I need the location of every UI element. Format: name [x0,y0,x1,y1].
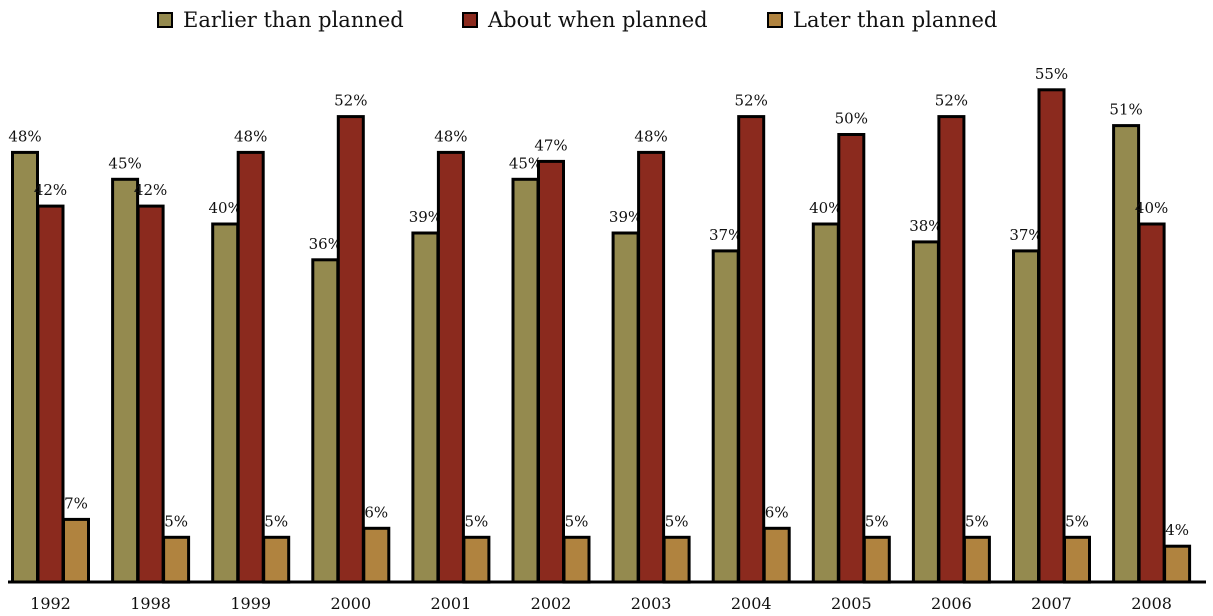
x-tick-label-2007: 2007 [1031,594,1072,613]
bar-earlier-1992 [11,150,39,584]
x-tick-label-2001: 2001 [431,594,472,613]
bar-later-2004 [762,526,791,584]
data-label-about-when-2001: 48% [434,127,467,145]
x-tick-label-1999: 1999 [230,594,271,613]
x-tick-label-2003: 2003 [631,594,672,613]
x-tick-label-2004: 2004 [731,594,772,613]
bar-earlier-2001 [411,231,440,584]
x-tick-label-1998: 1998 [130,594,171,613]
data-label-about-when-1998: 42% [134,181,167,199]
data-label-about-when-2005: 50% [835,110,868,128]
data-label-about-when-2006: 52% [935,92,968,110]
bar-later-2003 [662,535,691,584]
data-label-earlier-2003: 39% [609,208,642,226]
x-tick-label-2005: 2005 [831,594,872,613]
bar-later-2001 [462,535,491,584]
legend-swatch-earlier [157,12,173,28]
bar-earlier-2004 [711,249,740,584]
bar-earlier-2006 [911,240,940,584]
data-label-later-2001: 5% [465,512,489,530]
bar-earlier-2007 [1012,249,1040,584]
bar-about-when-2000 [336,115,365,584]
bar-about-when-2005 [837,133,866,584]
bar-later-2002 [562,535,591,584]
bar-about-when-2003 [637,150,666,584]
data-label-about-when-1992: 42% [34,181,67,199]
bar-about-when-2006 [937,115,966,584]
data-label-earlier-2008: 51% [1109,101,1142,119]
bar-later-1998 [162,535,191,584]
data-label-later-2005: 5% [865,512,889,530]
data-label-earlier-1992: 48% [8,127,41,145]
data-label-about-when-2004: 52% [735,92,768,110]
data-label-earlier-2007: 37% [1009,226,1042,244]
legend-item-about-when: About when planned [462,6,708,34]
bar-about-when-1992 [36,204,65,584]
data-label-later-2000: 6% [364,503,388,521]
data-label-about-when-2007: 55% [1035,65,1068,83]
bar-about-when-2004 [737,115,766,584]
bar-about-when-2008 [1137,222,1166,584]
bar-earlier-2005 [811,222,840,584]
data-label-later-2004: 6% [765,503,789,521]
data-label-later-1999: 5% [264,512,288,530]
data-label-earlier-2001: 39% [409,208,442,226]
chart-legend: Earlier than planned About when planned … [0,6,1213,34]
legend-item-earlier: Earlier than planned [157,6,404,34]
x-tick-label-2008: 2008 [1131,594,1172,613]
legend-label-later: Later than planned [793,8,998,32]
legend-item-later: Later than planned [767,6,997,34]
data-label-later-1992: 7% [64,494,88,512]
legend-label-earlier: Earlier than planned [183,8,404,32]
data-label-earlier-2002: 45% [509,154,542,172]
data-label-about-when-2003: 48% [634,127,667,145]
bar-later-2006 [962,535,991,584]
bar-later-2000 [362,526,391,584]
data-label-later-1998: 5% [164,512,188,530]
legend-swatch-about-when [462,12,478,28]
bar-earlier-1999 [211,222,240,584]
legend-swatch-later [767,12,783,28]
data-label-later-2006: 5% [965,512,989,530]
x-tick-label-2006: 2006 [931,594,972,613]
bar-about-when-2002 [537,159,565,584]
data-label-about-when-1999: 48% [234,127,267,145]
data-label-about-when-2008: 40% [1135,199,1168,217]
data-label-later-2003: 5% [665,512,689,530]
data-label-earlier-2005: 40% [809,199,842,217]
data-label-later-2008: 4% [1165,521,1189,539]
data-label-later-2007: 5% [1065,512,1089,530]
x-tick-label-1992: 1992 [30,594,71,613]
data-label-earlier-1998: 45% [108,154,141,172]
bar-about-when-2001 [436,150,465,584]
x-tick-label-2002: 2002 [531,594,572,613]
bar-later-2007 [1063,535,1091,584]
bar-about-when-1998 [136,204,165,584]
bar-earlier-2008 [1112,124,1141,584]
bar-earlier-1998 [111,177,140,584]
bar-earlier-2000 [311,258,340,584]
bar-earlier-2003 [611,231,640,584]
bar-later-2008 [1163,544,1192,584]
bar-later-1999 [262,535,291,584]
data-label-earlier-2006: 38% [909,217,942,235]
data-label-earlier-2004: 37% [709,226,742,244]
data-label-later-2002: 5% [565,512,589,530]
bar-about-when-2007 [1037,88,1066,584]
data-label-earlier-1999: 40% [209,199,242,217]
data-label-about-when-2002: 47% [534,136,567,154]
data-label-earlier-2000: 36% [309,235,342,253]
data-label-about-when-2000: 52% [334,92,367,110]
bar-earlier-2002 [511,177,540,584]
bar-later-2005 [862,535,891,584]
x-tick-label-2000: 2000 [330,594,371,613]
legend-label-about-when: About when planned [488,8,708,32]
bar-later-1992 [62,517,90,584]
bar-about-when-1999 [236,150,265,584]
